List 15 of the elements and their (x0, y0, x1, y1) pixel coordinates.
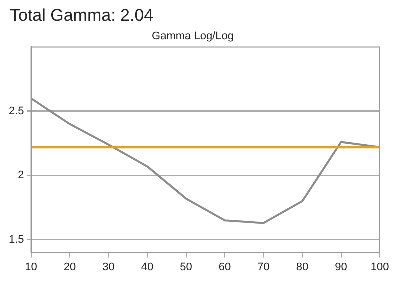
x-tick-label: 50 (180, 261, 192, 274)
x-tick-label: 10 (25, 261, 38, 274)
x-tick-label: 80 (296, 261, 309, 274)
y-tick-label: 2.5 (8, 105, 24, 118)
x-tick-label: 60 (218, 261, 232, 274)
x-tick-label: 100 (370, 261, 390, 274)
chart-subtitle: Gamma Log/Log (152, 30, 234, 43)
x-tick-label: 20 (64, 261, 76, 274)
x-tick-label: 90 (335, 261, 348, 274)
x-tick-label: 70 (258, 261, 270, 274)
x-tick-label: 40 (141, 261, 154, 274)
chart-title: Total Gamma: 2.04 (10, 6, 154, 26)
x-tick-label: 30 (102, 261, 115, 274)
y-tick-label: 2 (18, 170, 24, 182)
y-tick-label: 1.5 (8, 234, 24, 246)
